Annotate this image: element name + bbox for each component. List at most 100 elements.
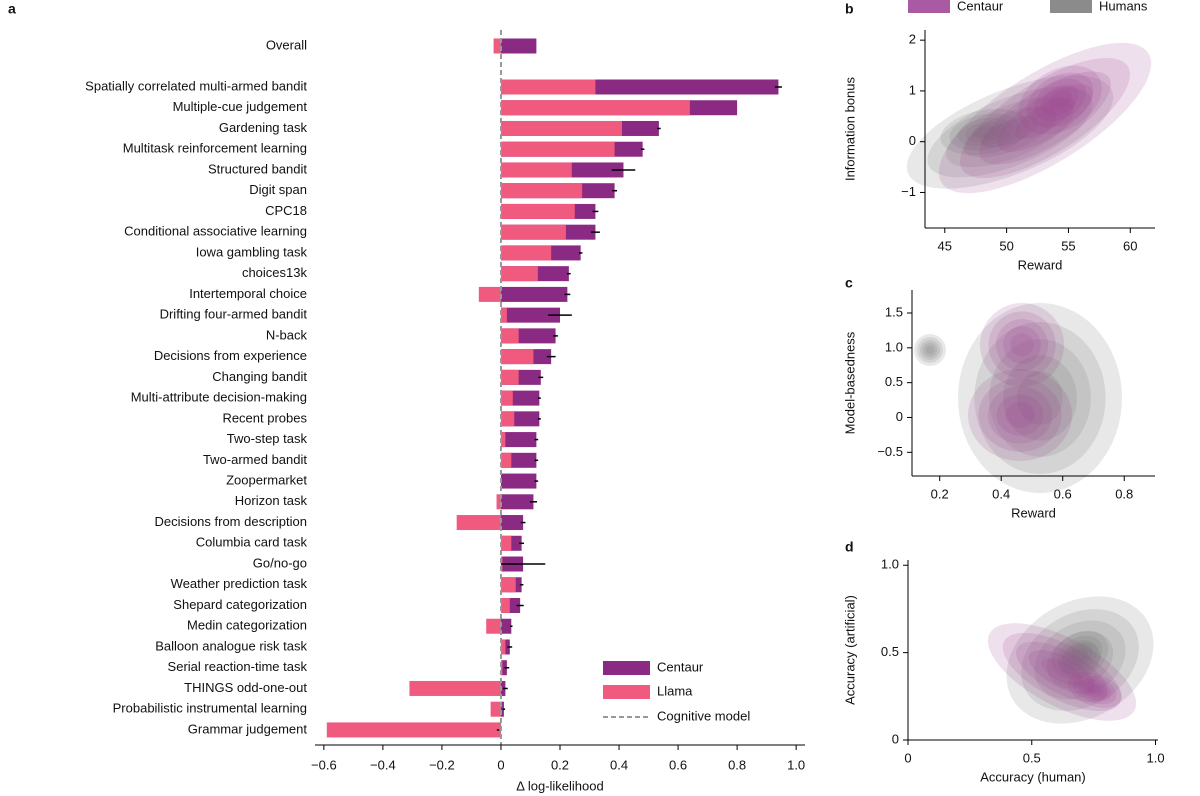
legend-swatch [1050,0,1092,13]
category-label: Structured bandit [208,161,307,176]
category-label: Multi-attribute decision-making [131,390,307,405]
x-tick-label: 0 [904,750,911,765]
y-tick-label: 1.0 [885,339,903,354]
x-tick-label: 45 [938,238,952,253]
x-tick-label: 0.4 [610,757,628,772]
density-contours [914,303,1122,493]
category-label: Iowa gambling task [196,244,308,259]
category-label: THINGS odd-one-out [184,680,307,695]
density-contour [922,342,938,358]
density-contour [938,42,1152,194]
density-contour [1026,72,1094,128]
category-label: Zoopermarket [226,472,307,487]
y-axis-label: Accuracy (artificial) [842,595,857,705]
density-contour [978,378,1062,452]
bar [500,203,575,219]
bar [500,349,534,365]
bar [500,432,506,448]
density-contour [968,369,1072,461]
density-contour [925,345,935,355]
density-contour [996,394,1044,436]
category-label: Intertemporal choice [189,286,307,301]
density-contour [1048,90,1072,110]
density-contour [1062,639,1098,671]
bar [500,162,572,178]
bar [500,618,512,634]
category-label: Changing bandit [212,369,307,384]
x-axis-label: Reward [1018,257,1063,272]
y-tick-label: −1 [901,184,916,199]
bar [486,618,501,634]
bar [500,120,622,136]
category-label: Balloon analogue risk task [155,638,307,653]
bar [456,515,501,531]
bar [496,494,501,510]
y-tick-label: 1 [909,82,916,97]
density-contour [987,386,1053,444]
bar [500,390,513,406]
legend-label: Humans [1099,0,1148,13]
density-contours [906,42,1152,194]
density-contour [1078,678,1112,702]
x-axis-label: Reward [1011,505,1056,520]
category-label: Shepard categorization [173,597,307,612]
bar [500,494,534,510]
category-label: Weather prediction task [171,576,308,591]
category-label: N-back [266,327,308,342]
x-tick-label: 0.2 [551,757,569,772]
bar [493,38,501,54]
density-contour [1034,620,1126,700]
density-contour [1021,609,1139,711]
y-axis-label: Information bonus [842,76,857,181]
density-contour [920,340,940,360]
category-label: Drifting four-armed bandit [160,307,308,322]
category-label: Columbia card task [196,535,308,550]
legend-label: Llama [657,683,693,698]
category-label: Conditional associative learning [124,224,307,239]
x-axis-label: Δ log-likelihood [516,778,603,793]
bar [500,515,524,531]
density-contour [1072,648,1088,662]
density-contour [1034,78,1086,122]
legend-label: Centaur [657,659,704,674]
density-contour [917,337,943,363]
density-contour [964,121,1006,143]
bar [500,701,504,717]
category-label: Decisions from description [155,514,307,529]
category-label: choices13k [242,265,308,280]
density-contour [1059,642,1101,678]
x-tick-label: 0.5 [1023,750,1041,765]
category-label: Serial reaction-time task [168,659,308,674]
category-label: Grammar judgement [188,721,308,736]
y-tick-label: 0.5 [885,374,903,389]
density-contour [1017,371,1063,425]
bar [500,307,507,323]
x-tick-label: 0.4 [992,486,1010,501]
density-contour [974,322,1106,474]
density-contour [1003,355,1077,441]
panel-label: c [845,275,853,291]
density-contour [963,106,1057,158]
category-label: Medin categorization [187,618,307,633]
bar [490,701,501,717]
density-contour [1018,65,1102,135]
bar [500,286,568,302]
density-contour [1010,333,1034,357]
density-contour [987,623,1137,721]
legend-swatch [908,0,950,13]
category-label: Gardening task [219,120,308,135]
y-tick-label: 1.0 [881,557,899,572]
x-tick-label: 1.0 [787,757,805,772]
bar [500,432,537,448]
density-contour [1046,631,1114,689]
bar [500,307,560,323]
category-label: Multiple-cue judgement [173,99,308,114]
x-tick-label: 0.6 [669,757,687,772]
x-axis-label: Accuracy (human) [980,769,1085,784]
density-contour [979,71,1111,165]
y-tick-label: 1.5 [885,304,903,319]
bar [500,535,512,551]
density-contour [1068,672,1122,708]
y-tick-label: 0.5 [881,644,899,659]
